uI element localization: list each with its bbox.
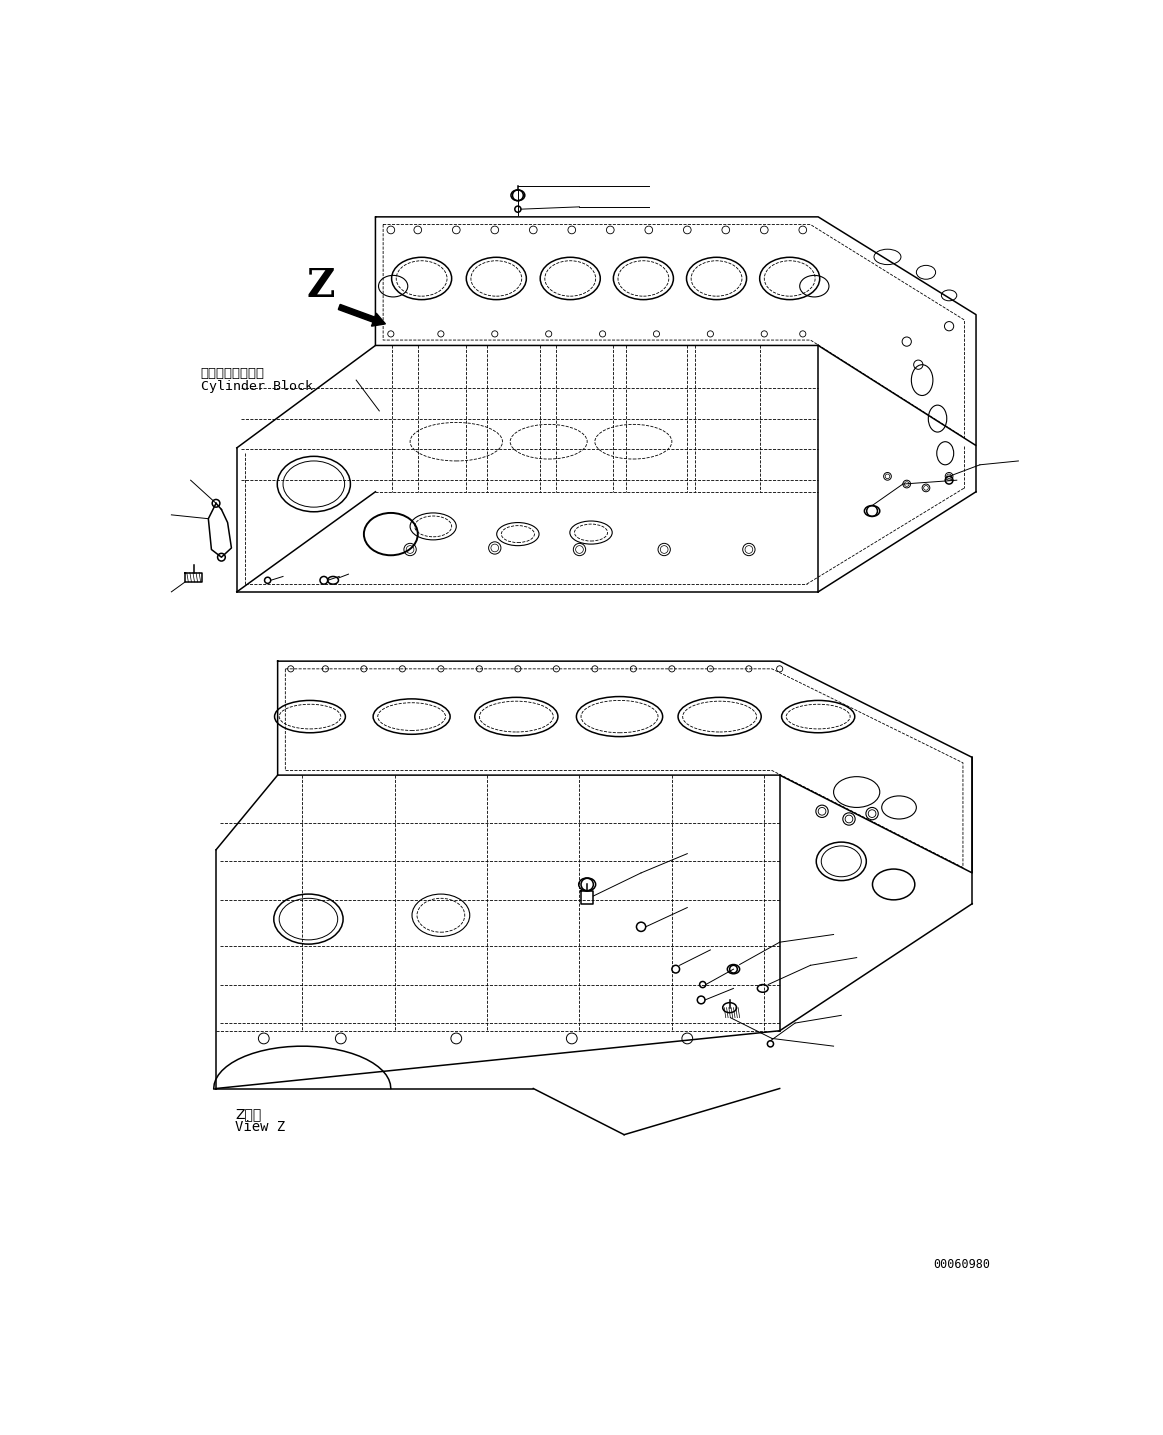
Text: Z　視: Z 視	[235, 1106, 262, 1121]
Text: Cylinder Block: Cylinder Block	[201, 380, 313, 393]
Text: View Z: View Z	[235, 1119, 286, 1134]
Text: シリンダブロック: シリンダブロック	[201, 367, 265, 380]
Text: Z: Z	[306, 267, 335, 306]
Circle shape	[513, 189, 523, 201]
Text: 00060980: 00060980	[934, 1257, 991, 1270]
FancyArrow shape	[338, 304, 385, 326]
